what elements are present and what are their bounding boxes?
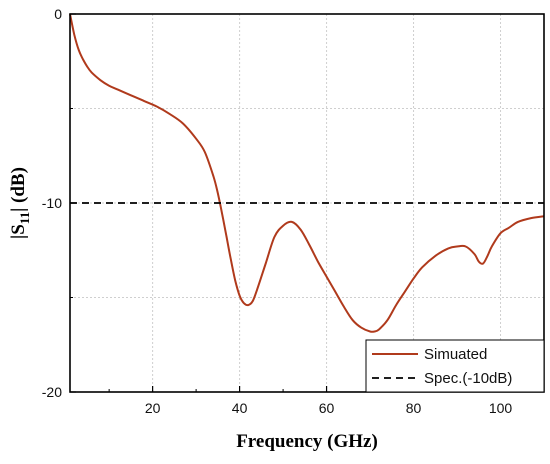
x-tick-label: 100 (489, 400, 513, 416)
x-axis-title: Frequency (GHz) (236, 431, 378, 452)
legend-box (365, 339, 545, 393)
y-axis-title-subscript: 11 (17, 212, 32, 224)
y-axis-title-rest: | (dB) (8, 167, 29, 212)
x-tick-label: 80 (406, 400, 422, 416)
y-axis-title: |S11| (dB) (8, 167, 32, 239)
series-layer (69, 13, 545, 333)
y-tick-label: -10 (42, 195, 62, 211)
legend: Simuated Spec.(-10dB) (365, 339, 545, 393)
legend-label-spec: Spec.(-10dB) (424, 370, 512, 387)
series-line-simulated (69, 13, 545, 333)
y-tick-label: 0 (54, 6, 62, 22)
y-tick-label: -20 (42, 384, 62, 400)
x-tick-label: 20 (145, 400, 161, 416)
legend-label-simulated: Simuated (424, 346, 487, 363)
x-tick-label: 40 (232, 400, 248, 416)
y-axis-title-main: |S (8, 224, 29, 239)
x-tick-label: 60 (319, 400, 335, 416)
